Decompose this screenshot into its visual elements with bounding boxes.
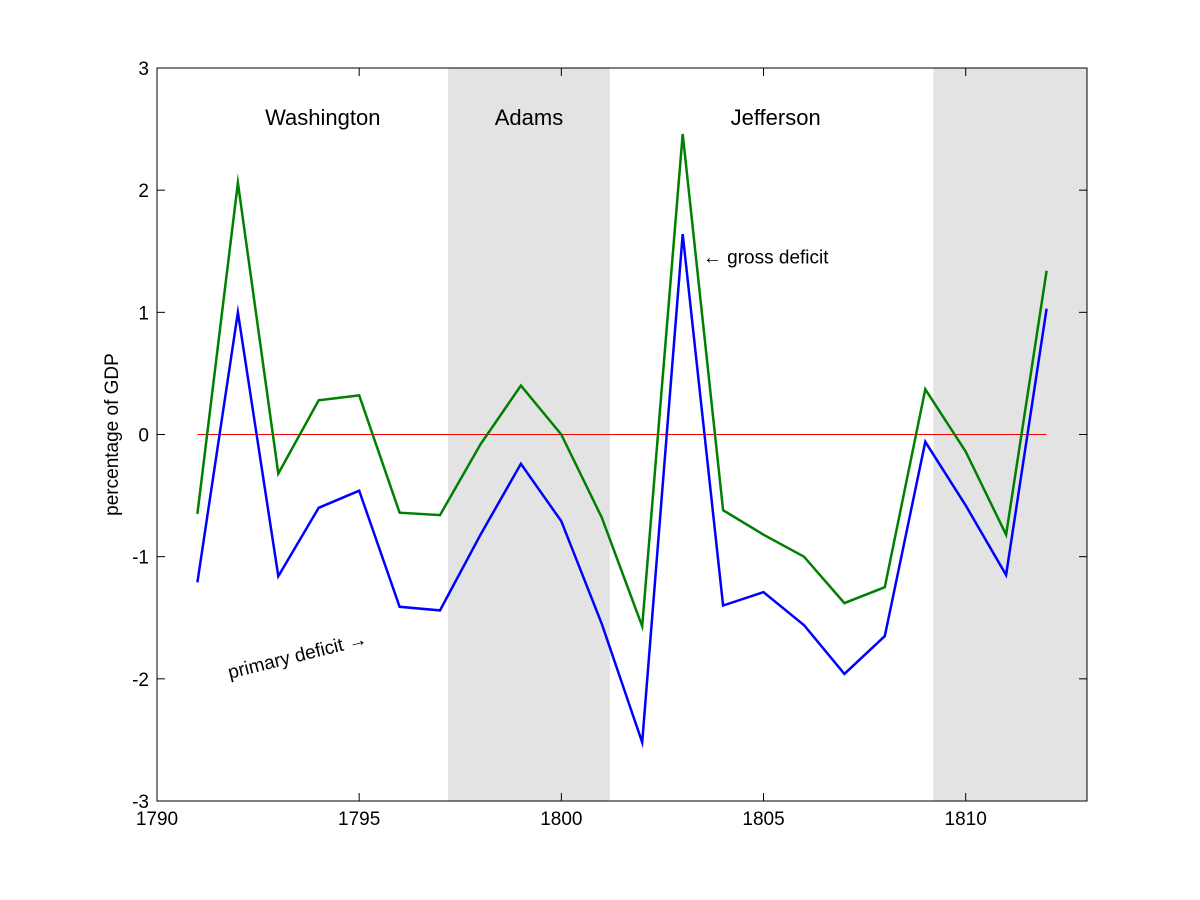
y-tick-label: 1	[138, 303, 149, 324]
axis-ticks: 1790 1795 1800 1805 1810 -3 -2 -1 0 1 2 3	[132, 59, 1087, 830]
period-label: Adams	[495, 105, 563, 130]
y-tick-label: 0	[138, 426, 149, 447]
y-axis-label: percentage of GDP	[102, 353, 123, 516]
x-tick-label: 1805	[742, 809, 784, 830]
x-tick-label: 1790	[136, 809, 178, 830]
y-tick-label: 2	[138, 181, 149, 202]
y-tick-label: -2	[132, 670, 149, 691]
x-tick-label: 1810	[945, 809, 987, 830]
period-label: Washington	[265, 105, 380, 130]
annotation-0: ← gross deficit	[703, 247, 829, 268]
x-tick-label: 1800	[540, 809, 582, 830]
period-label: Jefferson	[731, 105, 821, 130]
y-tick-label: 3	[138, 59, 149, 80]
y-tick-label: -3	[132, 792, 149, 813]
y-tick-label: -1	[132, 548, 149, 569]
x-tick-label: 1795	[338, 809, 380, 830]
gross-deficit-line	[196, 133, 1048, 633]
series-lines	[196, 133, 1048, 749]
primary-deficit-line	[196, 233, 1048, 749]
